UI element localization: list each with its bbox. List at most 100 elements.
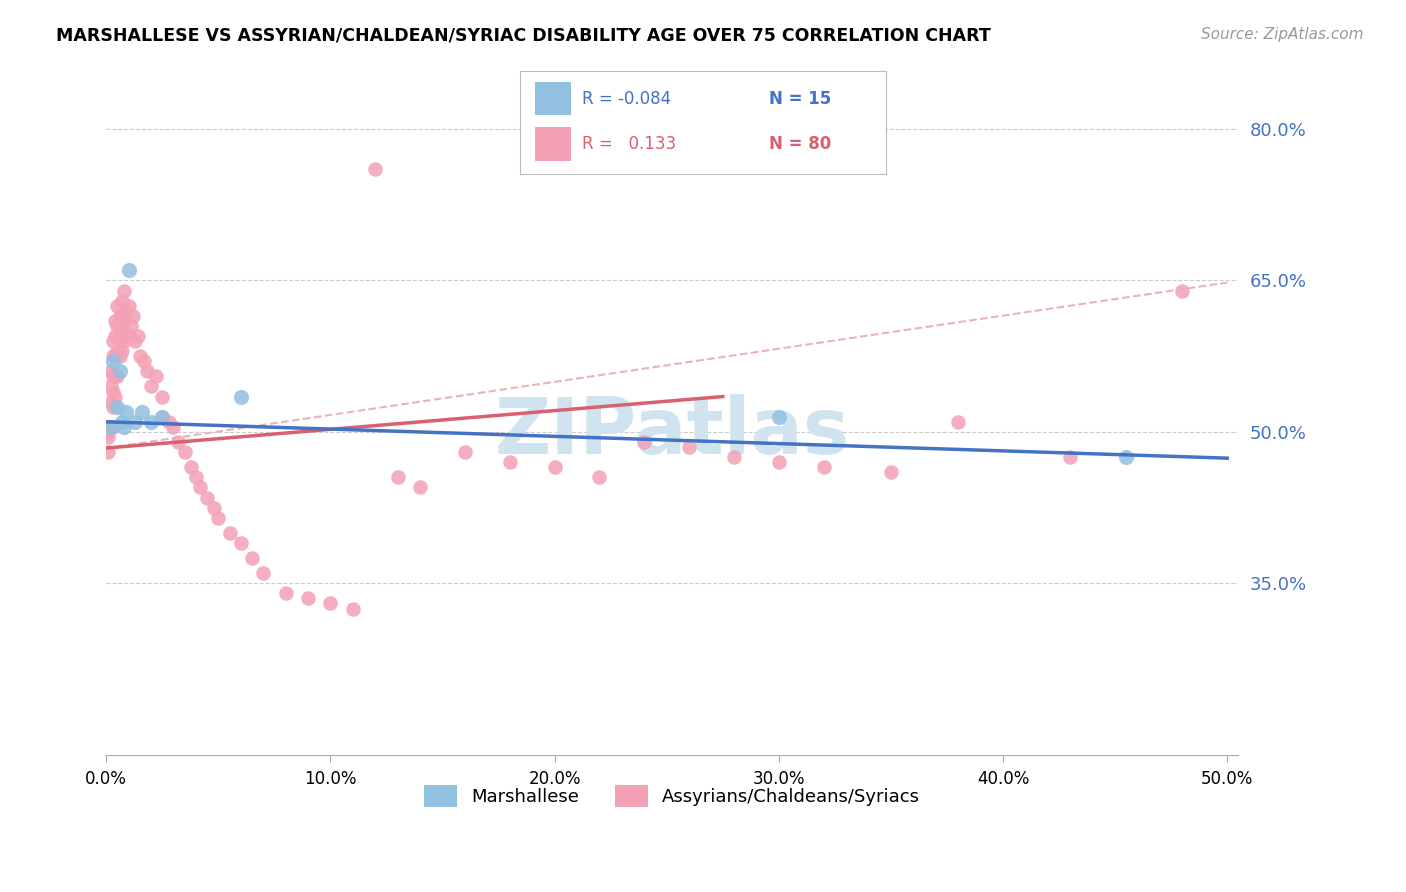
Point	[229, 390, 252, 404]
Point	[97, 430, 120, 444]
Point	[100, 394, 122, 409]
Point	[678, 440, 700, 454]
Point	[342, 601, 364, 615]
Point	[207, 510, 229, 524]
Point	[218, 525, 240, 540]
Point	[100, 379, 122, 393]
Point	[104, 390, 127, 404]
Point	[139, 379, 162, 393]
Text: N = 80: N = 80	[769, 135, 831, 153]
Point	[107, 299, 129, 313]
Point	[107, 344, 129, 359]
Point	[297, 591, 319, 606]
Point	[180, 460, 202, 475]
Text: N = 15: N = 15	[769, 89, 831, 108]
Point	[134, 354, 156, 368]
Point	[124, 415, 146, 429]
Point	[107, 318, 129, 333]
Point	[118, 263, 141, 277]
Point	[150, 390, 173, 404]
Point	[135, 364, 157, 378]
Legend: Marshallese, Assyrians/Chaldeans/Syriacs: Marshallese, Assyrians/Chaldeans/Syriacs	[418, 778, 928, 814]
Point	[157, 415, 180, 429]
Point	[252, 566, 274, 581]
Point	[128, 349, 150, 363]
Point	[499, 455, 522, 469]
Point	[112, 309, 135, 323]
Point	[543, 460, 565, 475]
Point	[112, 284, 135, 298]
Point	[108, 364, 131, 378]
Point	[813, 460, 835, 475]
Point	[946, 415, 969, 429]
Point	[139, 415, 162, 429]
Point	[101, 354, 124, 368]
Point	[112, 334, 135, 348]
Point	[101, 384, 124, 399]
Point	[108, 349, 131, 363]
Point	[118, 299, 141, 313]
Point	[97, 445, 120, 459]
Point	[104, 369, 127, 384]
Point	[145, 369, 167, 384]
Point	[588, 470, 610, 484]
Point	[115, 329, 138, 343]
Point	[101, 334, 124, 348]
Point	[101, 400, 124, 414]
Point	[274, 586, 297, 600]
Point	[100, 420, 122, 434]
Point	[107, 369, 129, 384]
Point	[115, 405, 138, 419]
Point	[108, 309, 131, 323]
Point	[454, 445, 477, 459]
Point	[100, 420, 122, 434]
Point	[409, 480, 432, 494]
Point	[112, 420, 135, 434]
Point	[107, 400, 129, 414]
Point	[111, 415, 134, 429]
Point	[880, 465, 903, 479]
Text: Source: ZipAtlas.com: Source: ZipAtlas.com	[1201, 27, 1364, 42]
Point	[104, 329, 127, 343]
Point	[104, 349, 127, 363]
Point	[202, 500, 225, 515]
Point	[104, 314, 127, 328]
Point	[108, 329, 131, 343]
Point	[101, 369, 124, 384]
Point	[115, 303, 138, 318]
Point	[768, 455, 790, 469]
Point	[122, 309, 145, 323]
Point	[150, 409, 173, 424]
Point	[1059, 450, 1081, 464]
Point	[162, 420, 184, 434]
Point	[111, 344, 134, 359]
Point	[184, 470, 207, 484]
Point	[173, 445, 195, 459]
Point	[364, 162, 387, 177]
Point	[97, 425, 120, 439]
Point	[167, 435, 190, 450]
Point	[723, 450, 745, 464]
Point	[120, 318, 142, 333]
Point	[118, 329, 141, 343]
Bar	[534, 127, 571, 161]
Point	[150, 409, 173, 424]
Point	[387, 470, 409, 484]
Point	[101, 349, 124, 363]
Text: ZIPatlas: ZIPatlas	[495, 394, 849, 470]
Point	[195, 491, 218, 505]
Point	[633, 435, 655, 450]
Point	[100, 364, 122, 378]
Point	[240, 551, 263, 566]
Point	[131, 405, 153, 419]
Point	[190, 480, 212, 494]
Bar	[534, 81, 571, 115]
Point	[319, 597, 342, 611]
Point	[111, 293, 134, 308]
Point	[101, 420, 124, 434]
Point	[1115, 450, 1137, 464]
Point	[124, 334, 146, 348]
Point	[768, 409, 790, 424]
Point	[127, 329, 149, 343]
Text: MARSHALLESE VS ASSYRIAN/CHALDEAN/SYRIAC DISABILITY AGE OVER 75 CORRELATION CHART: MARSHALLESE VS ASSYRIAN/CHALDEAN/SYRIAC …	[56, 27, 991, 45]
